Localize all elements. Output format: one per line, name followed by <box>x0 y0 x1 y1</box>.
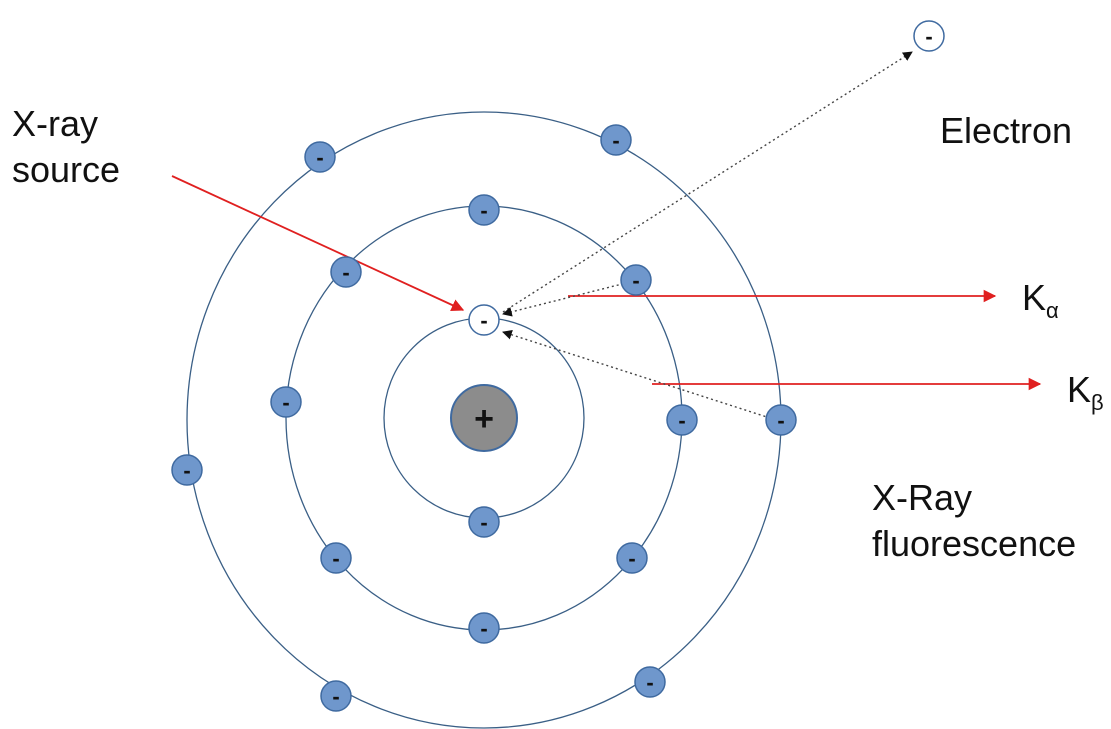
svg-text:-: - <box>646 670 653 695</box>
m-to-k-transition <box>502 330 771 419</box>
red-arrows <box>171 175 1042 391</box>
svg-text:-: - <box>628 546 635 571</box>
svg-text:-: - <box>480 510 487 535</box>
labels: X-ray source Electron Kα Kβ X-Ray fluore… <box>12 103 1104 564</box>
svg-text:-: - <box>342 260 349 285</box>
svg-text:-: - <box>316 145 323 170</box>
ejected-electron-path <box>502 51 913 313</box>
electron: - <box>320 680 352 712</box>
svg-text:-: - <box>925 24 932 49</box>
svg-text:-: - <box>282 390 289 415</box>
nucleus-circle <box>450 384 518 452</box>
electron: - <box>304 141 336 173</box>
k-alpha-label: Kα <box>1022 277 1059 323</box>
electron: - <box>620 264 652 296</box>
fluorescence-label-line1: X-Ray <box>872 477 972 518</box>
k-alpha-subscript: α <box>1046 298 1059 323</box>
electron: - <box>468 194 500 226</box>
xray-source-label-line1: X-ray <box>12 103 98 144</box>
svg-text:-: - <box>480 198 487 223</box>
svg-text:-: - <box>632 268 639 293</box>
svg-text:-: - <box>332 546 339 571</box>
electron: - <box>666 404 698 436</box>
electron: - <box>765 404 797 436</box>
svg-text:-: - <box>777 408 784 433</box>
k-beta-label: Kβ <box>1067 369 1104 415</box>
electron: - <box>171 454 203 486</box>
electron: - <box>634 666 666 698</box>
svg-text:-: - <box>332 684 339 709</box>
electron: - <box>616 542 648 574</box>
electron: - <box>330 256 362 288</box>
electron: - <box>468 506 500 538</box>
svg-text:-: - <box>480 616 487 641</box>
electron-label: Electron <box>940 110 1072 151</box>
electrons: - - - - - - - - <box>171 20 945 712</box>
fluorescence-label-line2: fluorescence <box>872 523 1076 564</box>
svg-text:-: - <box>678 408 685 433</box>
l-to-k-transition <box>502 279 639 317</box>
electron: - <box>600 124 632 156</box>
svg-text:-: - <box>480 308 487 333</box>
svg-text:-: - <box>183 458 190 483</box>
ejected-electron: - <box>913 20 945 52</box>
vacancy-electron: - <box>468 304 500 336</box>
xray-source-label-line2: source <box>12 149 120 190</box>
electron: - <box>320 542 352 574</box>
electron: - <box>468 612 500 644</box>
k-beta-main: K <box>1067 369 1091 410</box>
xray-source-arrow <box>171 175 465 311</box>
svg-text:-: - <box>612 128 619 153</box>
k-beta-subscript: β <box>1091 390 1104 415</box>
dotted-arrows <box>502 51 913 419</box>
nucleus: + <box>450 384 518 452</box>
electron: - <box>270 386 302 418</box>
k-alpha-main: K <box>1022 277 1046 318</box>
nucleus-sign: + <box>474 400 494 438</box>
